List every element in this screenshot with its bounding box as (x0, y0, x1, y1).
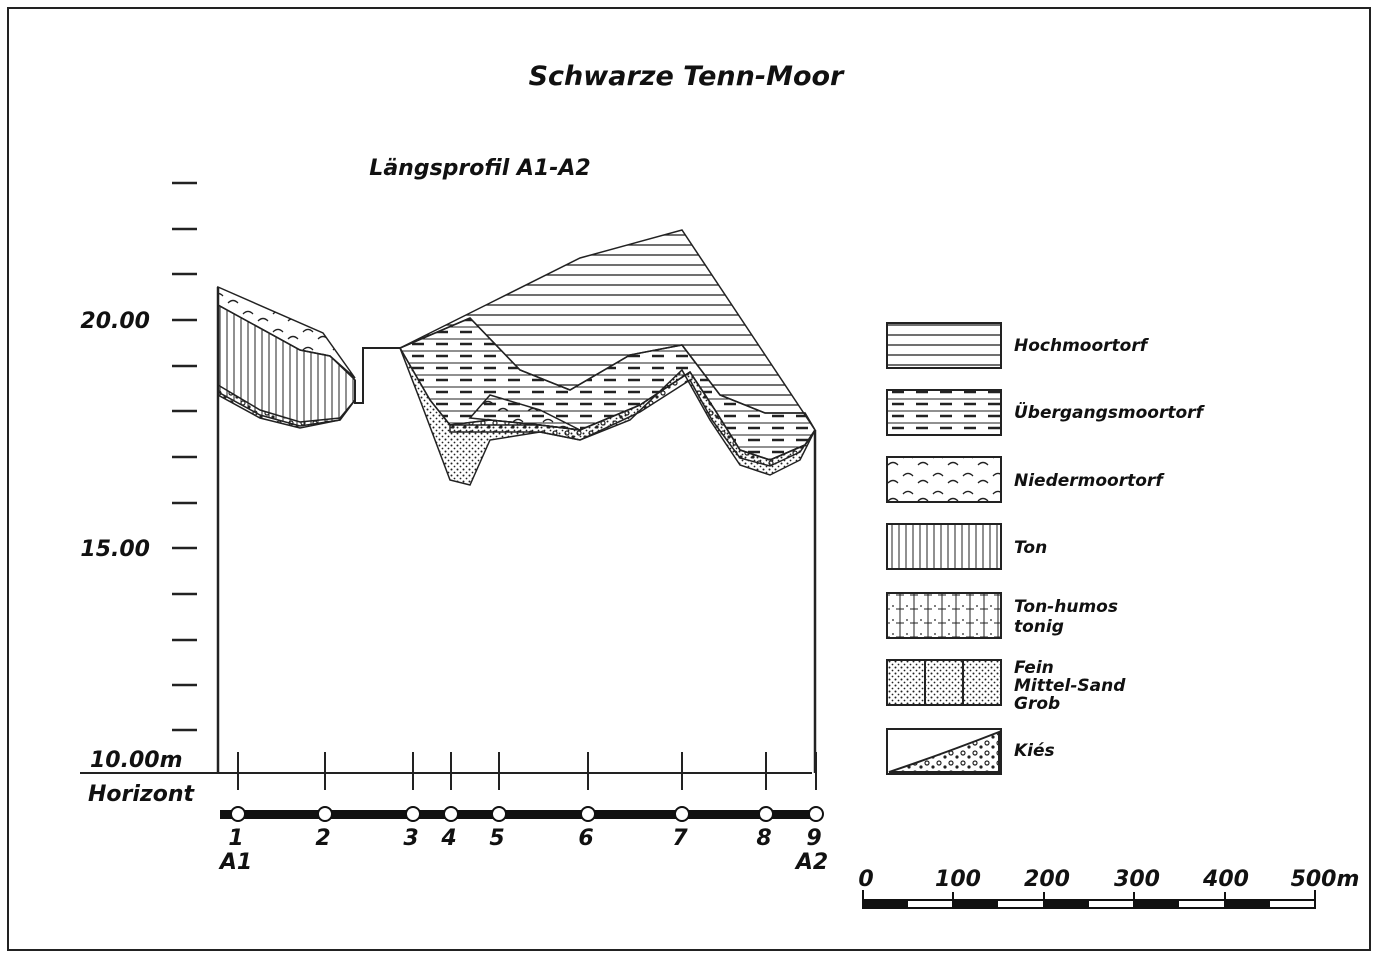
profile-end-label: A2 (794, 850, 828, 875)
scale-label: 100 (935, 867, 981, 892)
legend-label: tonig (1014, 617, 1064, 637)
legend-label: Ton (1014, 538, 1047, 558)
scale-label: 300 (1114, 867, 1160, 892)
elevation-label: 15.00 (80, 537, 150, 562)
scale-bar (863, 890, 1315, 908)
profile-right (400, 230, 815, 485)
baseline-label: Horizont (88, 782, 195, 807)
borehole-label: 1 (228, 826, 243, 851)
borehole-label: 5 (489, 826, 504, 851)
profile-left (218, 287, 400, 428)
legend-label: Kiés (1014, 741, 1055, 761)
borehole-label: 2 (315, 826, 330, 851)
elevation-label: 10.00m (90, 748, 183, 773)
legend-label: Niedermoortorf (1014, 471, 1165, 491)
scale-label: 500m (1291, 867, 1360, 892)
borehole-label: 6 (578, 826, 593, 851)
legend-label: Übergangsmoortorf (1014, 401, 1206, 423)
borehole-label: 4 (440, 826, 456, 851)
scale-label: 400 (1202, 867, 1249, 892)
borehole-label: 8 (756, 826, 771, 851)
legend-label: Mittel-Sand (1014, 676, 1126, 696)
subtitle: Längsprofil A1-A2 (369, 156, 590, 181)
scale-label: 200 (1024, 867, 1070, 892)
borehole-label: 7 (672, 826, 688, 851)
legend-label: Fein (1014, 658, 1054, 678)
diagram: Schwarze Tenn-Moor Längsprofil A1-A2 20.… (0, 0, 1379, 957)
elevation-label: 20.00 (80, 309, 150, 334)
borehole-label: 3 (403, 826, 418, 851)
legend-label: Grob (1014, 694, 1060, 714)
legend-label: Ton-humos (1014, 597, 1118, 617)
elevation-ticks (172, 183, 197, 730)
borehole-label: 9 (806, 826, 821, 851)
section-bar (220, 810, 822, 819)
frame (8, 8, 1370, 950)
legend-swatches (887, 323, 1001, 774)
profile-end-label: A1 (218, 850, 252, 875)
scale-label: 0 (858, 867, 873, 892)
title: Schwarze Tenn-Moor (529, 61, 845, 92)
legend-label: Hochmoortorf (1014, 336, 1150, 356)
borehole-labels: 1 2 3 4 5 6 7 8 9 A1 A2 (218, 826, 828, 875)
borehole-lines (238, 752, 816, 790)
